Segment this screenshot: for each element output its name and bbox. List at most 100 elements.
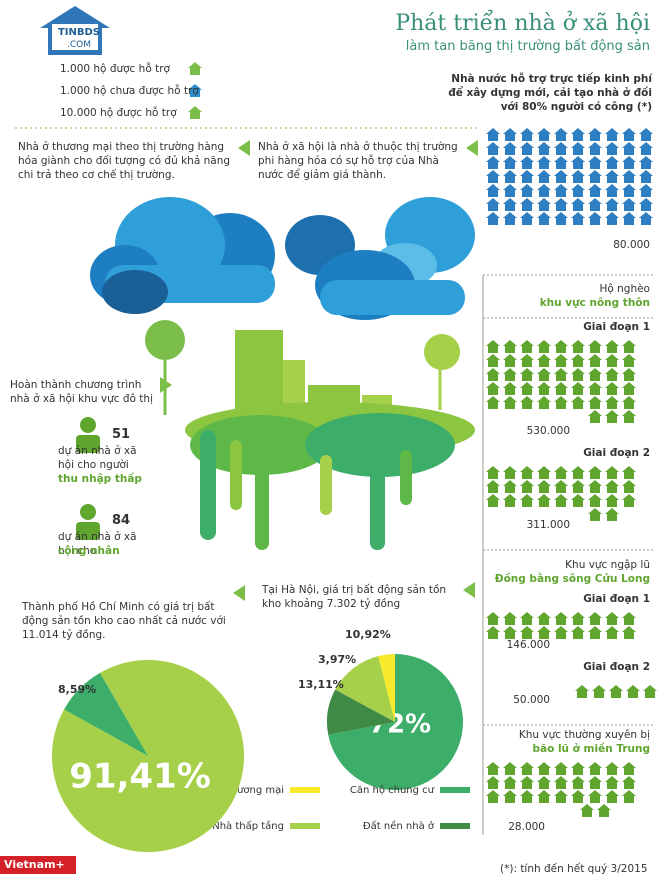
house-icon [520, 128, 534, 141]
house-icon [605, 612, 619, 625]
house-icon [554, 626, 568, 639]
house-icon [622, 142, 636, 155]
house-icon [575, 685, 589, 698]
value-label: 8,59% [58, 683, 96, 696]
house-icon [503, 156, 517, 169]
house-icon [622, 790, 636, 803]
house-icon [537, 776, 551, 789]
house-icon [622, 776, 636, 789]
house-icon [520, 626, 534, 639]
house-icon [588, 494, 602, 507]
house-icon [554, 170, 568, 183]
house-icon [571, 612, 585, 625]
house-icon [622, 170, 636, 183]
house-icon [605, 170, 619, 183]
legend-swatch [290, 787, 320, 793]
house-icon [639, 156, 653, 169]
phase-label: Giai đoạn 1 [583, 321, 650, 333]
house-icon [571, 466, 585, 479]
house-icon [537, 142, 551, 155]
house-icon [605, 790, 619, 803]
pie-slice [51, 660, 244, 852]
house-icon [520, 156, 534, 169]
house-icon [605, 340, 619, 353]
definition: Nhà ở xã hội là nhà ở thuộc thị trường p… [258, 141, 458, 181]
house-icon [622, 156, 636, 169]
house-icon [537, 156, 551, 169]
house-icon [554, 368, 568, 381]
house-icon [622, 382, 636, 395]
intro-total: 80.000 [613, 239, 650, 251]
house-icon [622, 340, 636, 353]
house-icon [605, 198, 619, 211]
phase-total: 50.000 [513, 694, 550, 706]
house-icon [571, 170, 585, 183]
house-icon [503, 368, 517, 381]
house-icon [588, 790, 602, 803]
house-icon [503, 142, 517, 155]
house-icon [537, 340, 551, 353]
house-icon [605, 354, 619, 367]
house-icon [486, 142, 500, 155]
house-icon [554, 790, 568, 803]
house-icon [486, 494, 500, 507]
house-icon [537, 354, 551, 367]
house-icon [486, 170, 500, 183]
house-icon [503, 340, 517, 353]
legend-label: Đất nền nhà ở [363, 820, 435, 832]
definition: Nhà ở thương mại theo thị trường hàng hó… [18, 141, 231, 181]
region-area: bão lũ ở miền Trung [532, 743, 650, 755]
house-icon [537, 382, 551, 395]
house-icon [554, 142, 568, 155]
urban-group: công nhân [58, 545, 120, 557]
house-icon [571, 212, 585, 225]
urban-text: dự án nhà ở xã hội cho [58, 531, 137, 557]
region-area: Đồng bằng sông Cửu Long [494, 573, 650, 585]
clouds [90, 197, 475, 320]
legend-label: Căn hộ chung cư [350, 784, 435, 796]
house-icon [503, 480, 517, 493]
phase-label: Giai đoạn 1 [583, 593, 650, 605]
house-icon [486, 776, 500, 789]
intro-text: Nhà nước hỗ trợ trực tiếp kinh phí để xâ… [448, 73, 652, 113]
urban-title: Hoàn thành chương trình nhà ở xã hội khu… [10, 379, 153, 405]
house-icon [588, 508, 602, 521]
house-icon [486, 198, 500, 211]
pie-slice [64, 672, 148, 756]
house-icon [622, 612, 636, 625]
house-icon [503, 212, 517, 225]
house-icon [609, 685, 623, 698]
house-icon [571, 626, 585, 639]
house-icon [520, 340, 534, 353]
house-icon [520, 612, 534, 625]
house-icon [605, 156, 619, 169]
house-icon [639, 212, 653, 225]
house-icon [520, 212, 534, 225]
legend-swatch [440, 787, 470, 793]
house-icon [188, 84, 202, 97]
house-icon [639, 184, 653, 197]
house-icon [622, 184, 636, 197]
pie-slice [328, 654, 463, 791]
house-icon [537, 128, 551, 141]
title: Phát triển nhà ở xã hội [395, 11, 650, 36]
value-label: 3,97% [318, 653, 356, 666]
house-icon [639, 198, 653, 211]
house-icon [520, 142, 534, 155]
house-icon [571, 156, 585, 169]
house-icons [188, 62, 657, 817]
house-icon [537, 170, 551, 183]
house-icon [520, 480, 534, 493]
house-icon [486, 156, 500, 169]
pie-slice [378, 654, 395, 722]
house-icon [520, 170, 534, 183]
house-icon [626, 685, 640, 698]
house-icon [520, 466, 534, 479]
region-name: Khu vực thường xuyên bị [518, 729, 650, 741]
house-icon [571, 340, 585, 353]
house-icon [554, 184, 568, 197]
house-icon [588, 170, 602, 183]
house-icon [622, 480, 636, 493]
phase-label: Giai đoạn 2 [583, 661, 650, 673]
